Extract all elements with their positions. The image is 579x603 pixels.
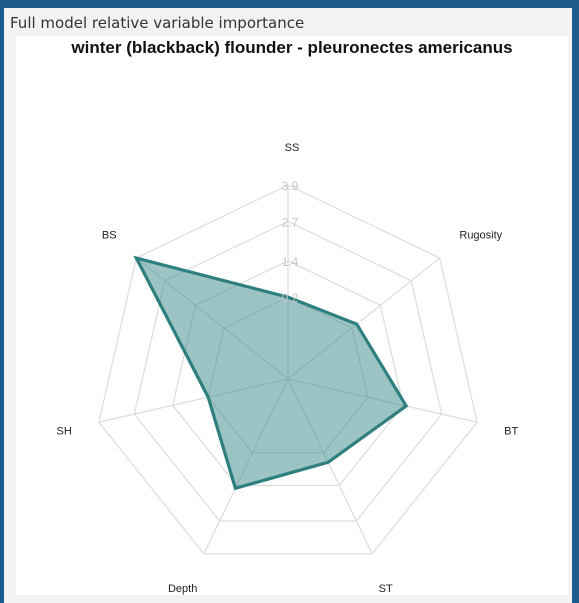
axis-label-bs: BS bbox=[102, 229, 117, 241]
tick-label: 1.4 bbox=[282, 255, 299, 269]
axis-label-sh: SH bbox=[57, 426, 72, 438]
radar-chart: 0.2 1.4 2.7 3.9 SS Rugosity BT ST Depth SH BS bbox=[57, 142, 519, 595]
grid-ring-3 bbox=[98, 184, 478, 555]
chart-title: winter (blackback) flounder - pleuronect… bbox=[71, 38, 513, 57]
panel-title: Full model relative variable importance bbox=[10, 14, 305, 32]
axis-label-rugosity: Rugosity bbox=[459, 229, 502, 241]
tick-label: 2.7 bbox=[282, 215, 299, 229]
tick-label: 0.2 bbox=[282, 291, 299, 305]
data-area bbox=[133, 255, 409, 491]
tick-label: 3.9 bbox=[282, 179, 299, 193]
axis-label-ss: SS bbox=[285, 142, 300, 154]
axis-label-depth: Depth bbox=[168, 583, 197, 595]
axis-label-bt: BT bbox=[504, 426, 518, 438]
chart-card: winter (blackback) flounder - pleuronect… bbox=[16, 36, 568, 595]
axis-label-st: ST bbox=[379, 583, 393, 595]
